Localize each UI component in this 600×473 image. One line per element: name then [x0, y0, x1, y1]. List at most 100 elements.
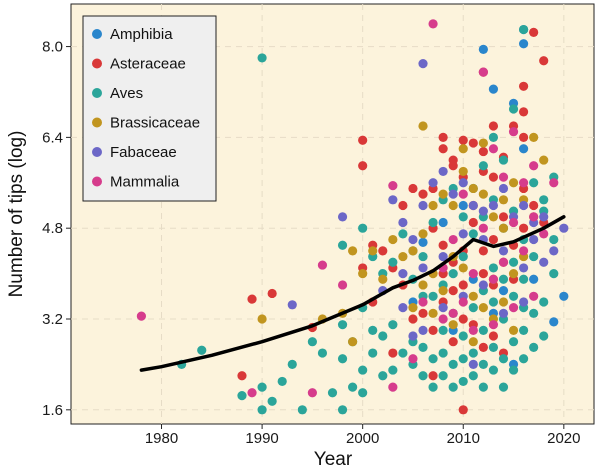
point-asteraceae — [358, 135, 368, 145]
x-tick-label: 1990 — [245, 430, 278, 447]
point-asteraceae — [358, 161, 368, 171]
point-mammalia — [448, 234, 458, 245]
y-tick-label: 3.2 — [42, 311, 63, 328]
point-asteraceae — [478, 146, 488, 157]
point-asteraceae — [408, 314, 418, 324]
point-aves — [237, 391, 247, 401]
legend-label: Amphibia — [110, 26, 173, 43]
point-brassicaceae — [468, 291, 478, 301]
point-aves — [197, 345, 207, 355]
point-mammalia — [498, 257, 509, 267]
point-aves — [307, 337, 317, 347]
point-fabaceae — [428, 178, 438, 188]
point-brassicaceae — [438, 189, 448, 199]
point-asteraceae — [438, 144, 448, 154]
point-brassicaceae — [458, 263, 468, 273]
point-asteraceae — [478, 246, 488, 256]
point-asteraceae — [498, 212, 509, 222]
point-aves — [398, 348, 408, 358]
point-asteraceae — [458, 135, 468, 145]
point-asteraceae — [438, 240, 448, 250]
point-aves — [468, 303, 478, 313]
point-aves — [529, 308, 539, 318]
point-aves — [518, 354, 529, 364]
point-asteraceae — [478, 268, 488, 279]
point-fabaceae — [438, 303, 448, 313]
point-asteraceae — [408, 183, 418, 194]
point-aves — [358, 388, 368, 398]
y-tick-label: 8.0 — [42, 39, 63, 56]
point-aves — [458, 251, 468, 262]
point-aves — [508, 257, 519, 267]
point-aves — [388, 320, 398, 330]
point-fabaceae — [539, 212, 549, 222]
y-tick-label: 1.6 — [42, 402, 63, 419]
point-aves — [458, 331, 468, 341]
point-asteraceae — [267, 288, 277, 299]
point-mammalia — [136, 311, 147, 321]
point-brassicaceae — [378, 274, 388, 284]
point-brassicaceae — [438, 286, 448, 296]
point-fabaceae — [539, 257, 549, 267]
point-aves — [388, 257, 398, 267]
point-fabaceae — [398, 268, 408, 279]
point-aves — [539, 331, 549, 341]
point-aves — [317, 348, 328, 358]
point-fabaceae — [458, 229, 468, 239]
legend-label: Asteraceae — [110, 56, 186, 73]
point-brassicaceae — [418, 280, 428, 290]
point-mammalia — [529, 212, 539, 222]
legend-marker — [92, 176, 102, 187]
point-aves — [448, 382, 458, 392]
point-amphibia — [529, 274, 539, 284]
point-fabaceae — [529, 234, 539, 245]
point-mammalia — [508, 127, 519, 137]
point-asteraceae — [518, 132, 529, 142]
point-amphibia — [478, 44, 488, 55]
point-aves — [478, 161, 488, 171]
point-aves — [498, 382, 509, 392]
point-brassicaceae — [368, 246, 378, 256]
point-fabaceae — [398, 303, 408, 313]
point-aves — [398, 229, 408, 239]
point-brassicaceae — [508, 325, 519, 335]
point-amphibia — [518, 144, 529, 154]
point-fabaceae — [478, 206, 488, 216]
point-brassicaceae — [398, 251, 408, 262]
point-mammalia — [488, 144, 499, 154]
point-aves — [378, 371, 388, 381]
point-aves — [287, 359, 297, 370]
point-aves — [458, 376, 468, 387]
point-mammalia — [247, 388, 257, 398]
legend-marker — [92, 29, 102, 39]
point-aves — [358, 223, 368, 233]
point-asteraceae — [529, 200, 539, 211]
point-mammalia — [458, 297, 468, 307]
point-aves — [368, 348, 378, 358]
point-asteraceae — [448, 286, 458, 296]
point-brassicaceae — [508, 268, 519, 279]
point-aves — [337, 320, 348, 330]
point-aves — [337, 405, 348, 415]
point-asteraceae — [458, 405, 468, 415]
x-tick-label: 1980 — [145, 430, 178, 447]
point-mammalia — [539, 229, 549, 239]
point-aves — [488, 132, 499, 142]
point-brassicaceae — [539, 155, 549, 165]
point-asteraceae — [388, 348, 398, 358]
point-aves — [327, 388, 338, 398]
legend-label: Brassicaceae — [110, 115, 200, 132]
point-brassicaceae — [498, 195, 509, 205]
point-mammalia — [468, 268, 478, 279]
point-aves — [468, 371, 478, 381]
point-mammalia — [529, 161, 539, 171]
point-asteraceae — [448, 155, 458, 165]
point-asteraceae — [448, 337, 458, 347]
point-mammalia — [388, 382, 398, 392]
point-brassicaceae — [408, 246, 418, 256]
point-asteraceae — [468, 217, 478, 228]
point-brassicaceae — [448, 320, 458, 330]
point-aves — [488, 365, 499, 375]
point-mammalia — [518, 178, 529, 188]
